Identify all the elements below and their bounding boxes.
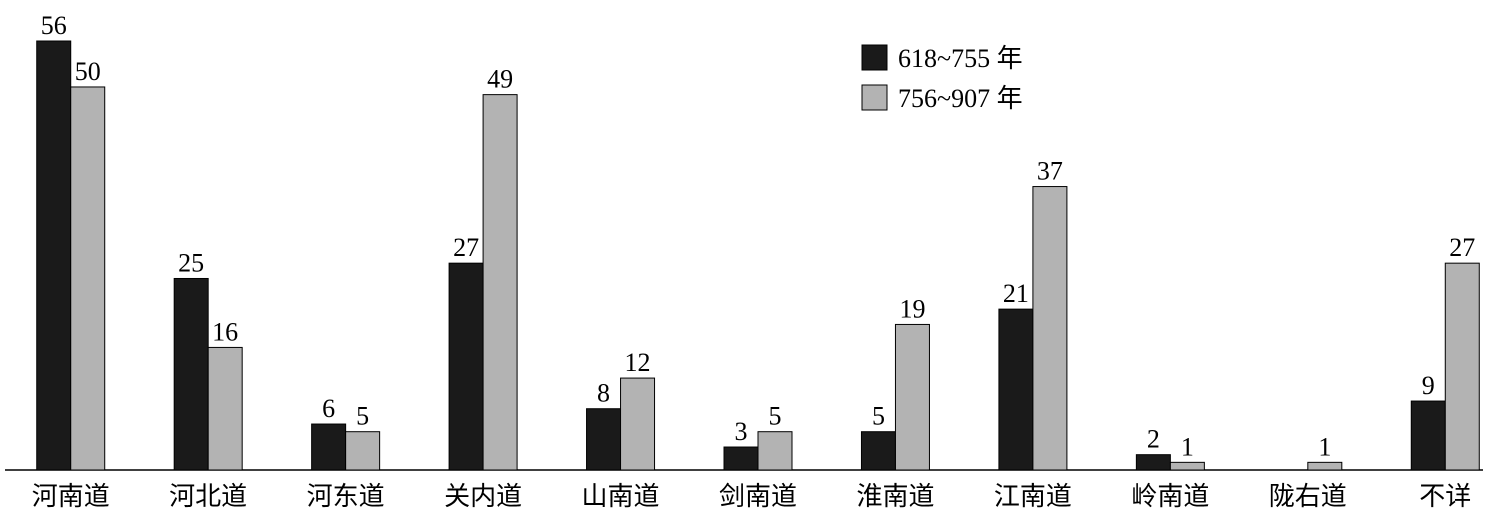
x-tick-label: 剑南道	[719, 482, 797, 511]
value-label: 49	[487, 65, 513, 94]
bar	[586, 408, 622, 471]
bar	[448, 262, 484, 471]
value-label: 8	[597, 379, 610, 408]
bar	[1135, 454, 1171, 471]
bar	[1444, 262, 1480, 471]
bar	[757, 431, 793, 471]
bar	[998, 308, 1034, 471]
x-tick-label: 陇右道	[1269, 482, 1347, 511]
x-tick-label: 山南道	[582, 482, 660, 511]
value-label: 37	[1037, 157, 1063, 186]
value-label: 27	[1449, 233, 1475, 262]
bar	[894, 323, 930, 471]
value-label: 3	[735, 417, 748, 446]
bar	[723, 446, 759, 471]
legend-swatch	[861, 44, 888, 71]
value-label: 27	[453, 233, 479, 262]
x-tick-label: 关内道	[444, 482, 522, 511]
value-label: 21	[1003, 279, 1029, 308]
bar	[70, 86, 106, 471]
value-label: 5	[356, 402, 369, 431]
bar	[311, 423, 347, 471]
x-tick-label: 江南道	[994, 482, 1072, 511]
value-label: 50	[75, 57, 101, 86]
bar	[1307, 461, 1343, 471]
value-label: 9	[1422, 371, 1435, 400]
x-tick-label: 河东道	[307, 482, 385, 511]
x-tick-label: 淮南道	[856, 482, 934, 511]
bar	[207, 346, 243, 471]
value-label: 1	[1181, 432, 1194, 461]
value-label: 25	[178, 248, 204, 277]
bar	[345, 431, 381, 471]
x-tick-label: 不详	[1419, 482, 1471, 511]
bar	[482, 94, 518, 471]
value-label: 5	[769, 402, 782, 431]
value-label: 56	[41, 11, 67, 40]
bar	[620, 377, 656, 471]
bar	[860, 431, 896, 471]
bar	[1032, 186, 1068, 471]
bar	[173, 277, 209, 471]
bar	[1410, 400, 1446, 471]
legend-label: 618~755 年	[898, 44, 1023, 73]
value-label: 5	[872, 402, 885, 431]
value-label: 16	[212, 317, 238, 346]
x-tick-label: 河南道	[32, 482, 110, 511]
x-tick-label: 河北道	[169, 482, 247, 511]
legend-label: 756~907 年	[898, 84, 1023, 113]
legend-swatch	[861, 84, 888, 111]
value-label: 12	[625, 348, 651, 377]
value-label: 1	[1318, 432, 1331, 461]
value-label: 2	[1147, 425, 1160, 454]
bar	[36, 40, 72, 471]
value-label: 6	[322, 394, 335, 423]
value-label: 19	[899, 294, 925, 323]
x-tick-label: 岭南道	[1131, 482, 1209, 511]
bar	[1169, 461, 1205, 471]
